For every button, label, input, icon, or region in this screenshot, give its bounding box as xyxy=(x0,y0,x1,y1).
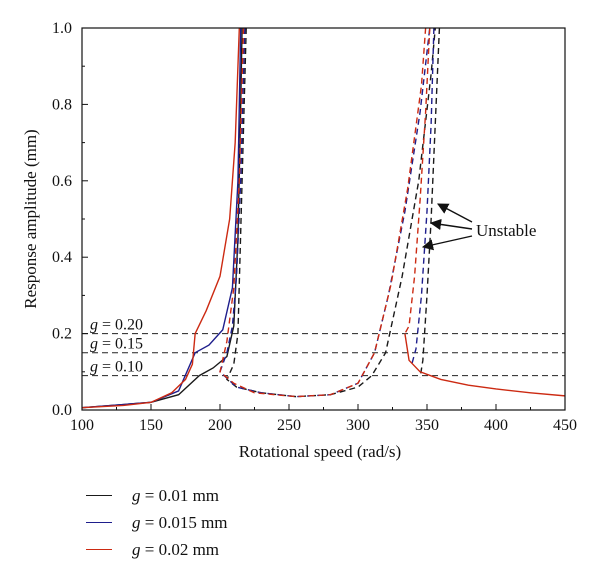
legend-label-series-2: g = 0.015 mm xyxy=(132,513,228,533)
series-3-stable-high-branch xyxy=(404,333,565,397)
x-tick-label-150: 150 xyxy=(139,417,163,434)
legend-value-series-3: = 0.02 mm xyxy=(140,539,220,559)
reference-label-3: g = 0.10 xyxy=(90,359,143,376)
annotation-arrow-1 xyxy=(437,203,473,223)
y-tick-label-0.2: 0.2 xyxy=(52,326,72,343)
legend-swatch-series-1 xyxy=(86,495,112,496)
x-tick-label-300: 300 xyxy=(346,417,370,434)
chart-svg: g = 0.20 g = 0.15 g = 0.10 100 150 200 250 300… xyxy=(21,20,577,461)
series-1-unstable-high-branch xyxy=(419,28,441,378)
legend-label-series-3: g = 0.02 mm xyxy=(132,540,219,560)
x-tick-label-250: 250 xyxy=(277,417,301,434)
series-group xyxy=(82,28,565,409)
x-tick-label-400: 400 xyxy=(484,417,508,434)
y-tick-label-0.6: 0.6 xyxy=(52,173,72,190)
annotation-group: Unstable xyxy=(421,203,536,251)
legend-item-series-3: g = 0.02 mm xyxy=(86,536,228,563)
legend: g = 0.01 mm g = 0.015 mm g = 0.02 mm xyxy=(86,482,228,563)
annotation-unstable: Unstable xyxy=(476,221,536,240)
series-2-unstable-low-branch xyxy=(219,28,431,398)
legend-item-series-1: g = 0.01 mm xyxy=(86,482,228,509)
legend-item-series-2: g = 0.015 mm xyxy=(86,509,228,536)
series-3-stable-low-branch xyxy=(82,28,241,409)
x-axis-title: Rotational speed (rad/s) xyxy=(239,442,401,461)
legend-swatch-series-2 xyxy=(86,522,112,523)
x-tick-label-350: 350 xyxy=(415,417,439,434)
annotation-arrow-3 xyxy=(421,235,473,251)
series-3-unstable-high-branch xyxy=(404,28,431,334)
axes: 100 150 200 250 300 350 400 450 0.0 0.2 0.4 0.6 0.8 1… xyxy=(52,20,577,434)
y-axis-title: Response amplitude (mm) xyxy=(21,129,40,308)
legend-var-series-2: g xyxy=(132,512,141,532)
reference-lines: g = 0.20 g = 0.15 g = 0.10 xyxy=(82,317,565,377)
reference-label-2: g = 0.15 xyxy=(90,336,143,353)
reference-label-1: g = 0.20 xyxy=(90,317,143,334)
x-tick-label-100: 100 xyxy=(70,417,94,434)
legend-var-series-1: g xyxy=(132,485,141,505)
legend-var-series-3: g xyxy=(132,539,141,559)
x-tick-label-200: 200 xyxy=(208,417,232,434)
x-tick-label-450: 450 xyxy=(553,417,577,434)
y-tick-label-0.0: 0.0 xyxy=(52,402,72,419)
legend-label-series-1: g = 0.01 mm xyxy=(132,486,219,506)
legend-value-series-1: = 0.01 mm xyxy=(140,485,220,505)
legend-value-series-2: = 0.015 mm xyxy=(140,512,228,532)
legend-swatch-series-3 xyxy=(86,549,112,550)
y-tick-label-1.0: 1.0 xyxy=(52,20,72,37)
annotation-arrow-2 xyxy=(429,218,473,231)
series-2-unstable-high-branch xyxy=(411,28,435,365)
y-tick-label-0.4: 0.4 xyxy=(52,249,72,266)
y-tick-label-0.8: 0.8 xyxy=(52,96,72,113)
series-3-unstable-low-branch xyxy=(219,28,427,398)
